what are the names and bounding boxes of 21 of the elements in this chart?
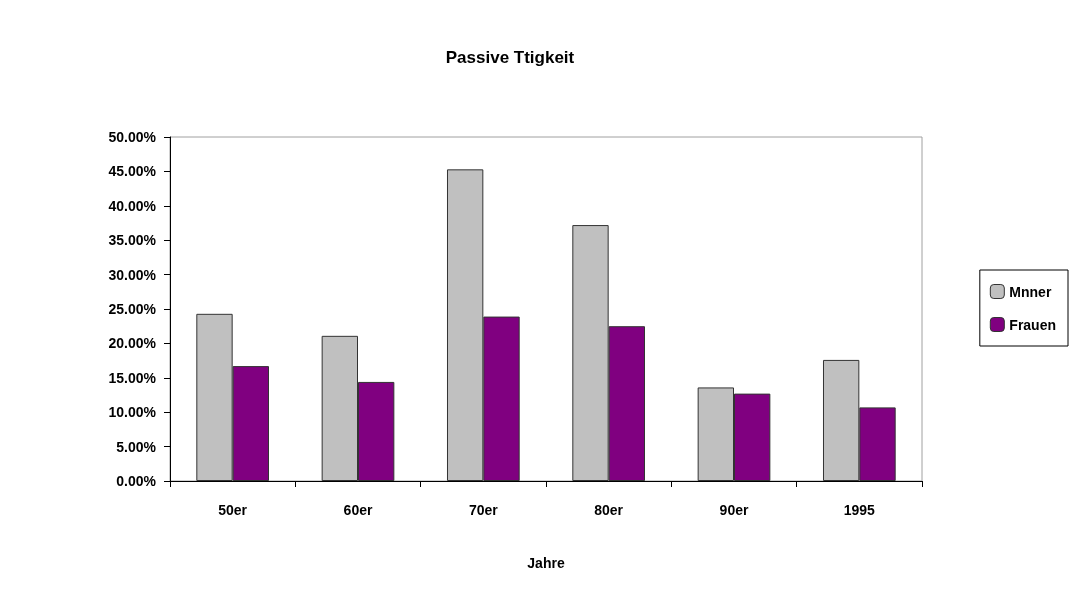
chart-title: Passive Ttigkeit	[445, 48, 575, 67]
y-tick-label: 30.00%	[108, 266, 157, 283]
y-tick-label: 15.00%	[108, 369, 157, 386]
x-tick-label: 50er	[218, 502, 248, 518]
y-tick-label: 35.00%	[108, 232, 157, 249]
y-tick-label: 5.00%	[116, 438, 157, 455]
y-tick-label: 10.00%	[108, 404, 157, 421]
y-tick-label: 20.00%	[108, 335, 157, 352]
x-axis-title: Jahre	[527, 555, 565, 571]
x-tick-label: 90er	[719, 502, 749, 518]
y-tick-label: 45.00%	[108, 163, 157, 180]
y-tick-label: 50.00%	[108, 129, 157, 145]
y-tick-label: 0.00%	[116, 473, 157, 489]
legend-label: Mnner	[1009, 283, 1052, 300]
x-tick-label: 60er	[343, 502, 373, 518]
y-tick-label: 25.00%	[108, 301, 157, 317]
legend-label: Frauen	[1009, 316, 1057, 333]
x-tick-label: 80er	[594, 502, 624, 518]
y-tick-label: 40.00%	[108, 197, 157, 214]
x-tick-label: 70er	[468, 502, 499, 518]
x-tick-label: 1995	[843, 502, 876, 518]
